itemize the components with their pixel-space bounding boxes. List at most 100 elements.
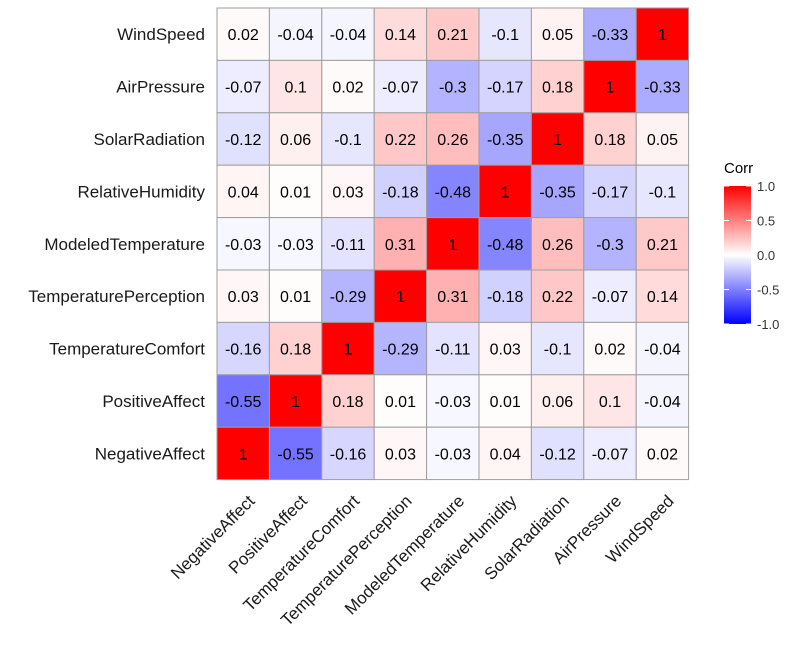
cell-value-label: 1 (553, 132, 562, 149)
cell-value-label: 0.18 (542, 80, 573, 97)
cell-value-label: 0.01 (385, 394, 416, 411)
heatmap-cell (321, 112, 375, 166)
cell-value-label: 0.06 (280, 132, 311, 149)
y-tick-label: NegativeAffect (95, 444, 206, 463)
cell-value-label: 0.02 (594, 342, 625, 359)
cell-value-label: -0.11 (435, 342, 470, 359)
heatmap-cell (426, 321, 480, 376)
heatmap-cell (216, 426, 270, 481)
cell-value-label: -0.12 (539, 446, 576, 463)
cell-value-label: 0.03 (490, 342, 521, 359)
cell-value-label: 0.14 (647, 289, 678, 306)
cell-value-label: 0.04 (490, 446, 521, 463)
heatmap-cell (268, 112, 323, 166)
heatmap-cell (321, 426, 375, 481)
heatmap-cell (635, 59, 690, 114)
cell-value-label: 0.21 (437, 27, 468, 44)
cell-value-label: 0.14 (385, 27, 416, 44)
y-tick-label: SolarRadiation (93, 130, 205, 149)
heatmap-cell (216, 217, 270, 271)
cell-value-label: 0.01 (280, 289, 311, 306)
heatmap-cell (635, 112, 690, 166)
cell-value-label: 0.05 (647, 132, 678, 149)
cell-value-label: -0.48 (487, 237, 524, 254)
cell-value-label: -0.1 (544, 342, 572, 359)
heatmap-cell (635, 269, 690, 323)
heatmap-cell (530, 112, 585, 166)
cell-value-label: -0.35 (539, 184, 576, 201)
y-tick-label: TemperaturePerception (28, 287, 205, 306)
y-axis-tick-labels: WindSpeed AirPressure SolarRadiation Relati… (28, 25, 205, 463)
cell-value-label: 0.05 (542, 27, 573, 44)
heatmap-cell (268, 269, 323, 323)
cell-value-label: 0.18 (332, 394, 363, 411)
heatmap-cell (268, 164, 323, 219)
heatmap-cell (426, 269, 480, 323)
cell-value-label: -0.48 (435, 184, 472, 201)
heatmap-cell (426, 59, 480, 114)
heatmap-cell (478, 217, 532, 271)
heatmap-cell (635, 217, 690, 271)
cell-value-label: 1 (239, 446, 248, 463)
heatmap-cell (478, 7, 532, 61)
cell-value-label: -0.18 (487, 289, 524, 306)
heatmap-cell (583, 269, 637, 323)
heatmap-cell (635, 164, 690, 219)
legend-ticks: 1.0 0.5 0.0 -0.5 -1.0 (724, 179, 779, 332)
heatmap-cell (426, 374, 480, 428)
color-legend: Corr 1.0 0.5 0.0 -0.5 -1.0 (724, 160, 779, 332)
heatmap-cell (373, 269, 428, 323)
cell-value-label: 1 (606, 80, 615, 97)
cell-value-label: 0.04 (228, 184, 259, 201)
cell-value-label: 0.02 (228, 27, 259, 44)
cell-value-label: -0.07 (382, 80, 419, 97)
cell-value-label: 0.01 (490, 394, 521, 411)
heatmap-cell (216, 7, 270, 61)
heatmap-cell (216, 164, 270, 219)
y-tick-label: PositiveAffect (102, 392, 205, 411)
cell-value-label: -0.03 (277, 237, 314, 254)
cell-value-label: -0.04 (644, 394, 681, 411)
cell-value-label: -0.55 (225, 394, 262, 411)
cell-value-label: -0.33 (644, 80, 681, 97)
cell-value-label: -0.03 (435, 394, 472, 411)
heatmap-cell (216, 59, 270, 114)
heatmap-cell (321, 269, 375, 323)
heatmap-cell (216, 374, 270, 428)
cell-value-label: 0.01 (280, 184, 311, 201)
cell-value-label: 0.02 (647, 446, 678, 463)
cell-value-label: -0.55 (277, 446, 314, 463)
y-tick-label: TemperatureComfort (49, 340, 205, 359)
cell-value-label: 0.02 (332, 80, 363, 97)
heatmap-cell (268, 7, 323, 61)
cell-value-label: -0.35 (487, 132, 524, 149)
cell-value-label: 0.31 (437, 289, 468, 306)
heatmap-cell (373, 426, 428, 481)
heatmap-cell (530, 59, 585, 114)
cell-value-label: 0.1 (284, 80, 306, 97)
heatmap-cell (530, 426, 585, 481)
heatmap-cell (635, 374, 690, 428)
heatmap-cell (373, 164, 428, 219)
y-tick-label: AirPressure (116, 78, 205, 97)
cell-value-label: -0.12 (225, 132, 262, 149)
cell-value-label: -0.18 (382, 184, 419, 201)
heatmap-cell (268, 321, 323, 376)
cell-value-label: -0.07 (225, 80, 262, 97)
cell-value-label: -0.03 (435, 446, 472, 463)
heatmap-cell (321, 374, 375, 428)
cell-value-label: 1 (344, 342, 353, 359)
heatmap-cell (635, 426, 690, 481)
legend-tick-label: 0.0 (757, 248, 775, 263)
legend-tick-label: 1.0 (757, 179, 775, 194)
cell-value-label: -0.07 (592, 446, 629, 463)
heatmap-cell (321, 59, 375, 114)
heatmap-cell (216, 112, 270, 166)
cell-value-label: -0.1 (334, 132, 362, 149)
cell-value-label: 0.31 (385, 237, 416, 254)
heatmap-cell (216, 269, 270, 323)
heatmap-cell (373, 217, 428, 271)
y-tick-label: RelativeHumidity (77, 182, 205, 201)
cell-value-label: 0.26 (437, 132, 468, 149)
cell-value-label: 0.22 (385, 132, 416, 149)
